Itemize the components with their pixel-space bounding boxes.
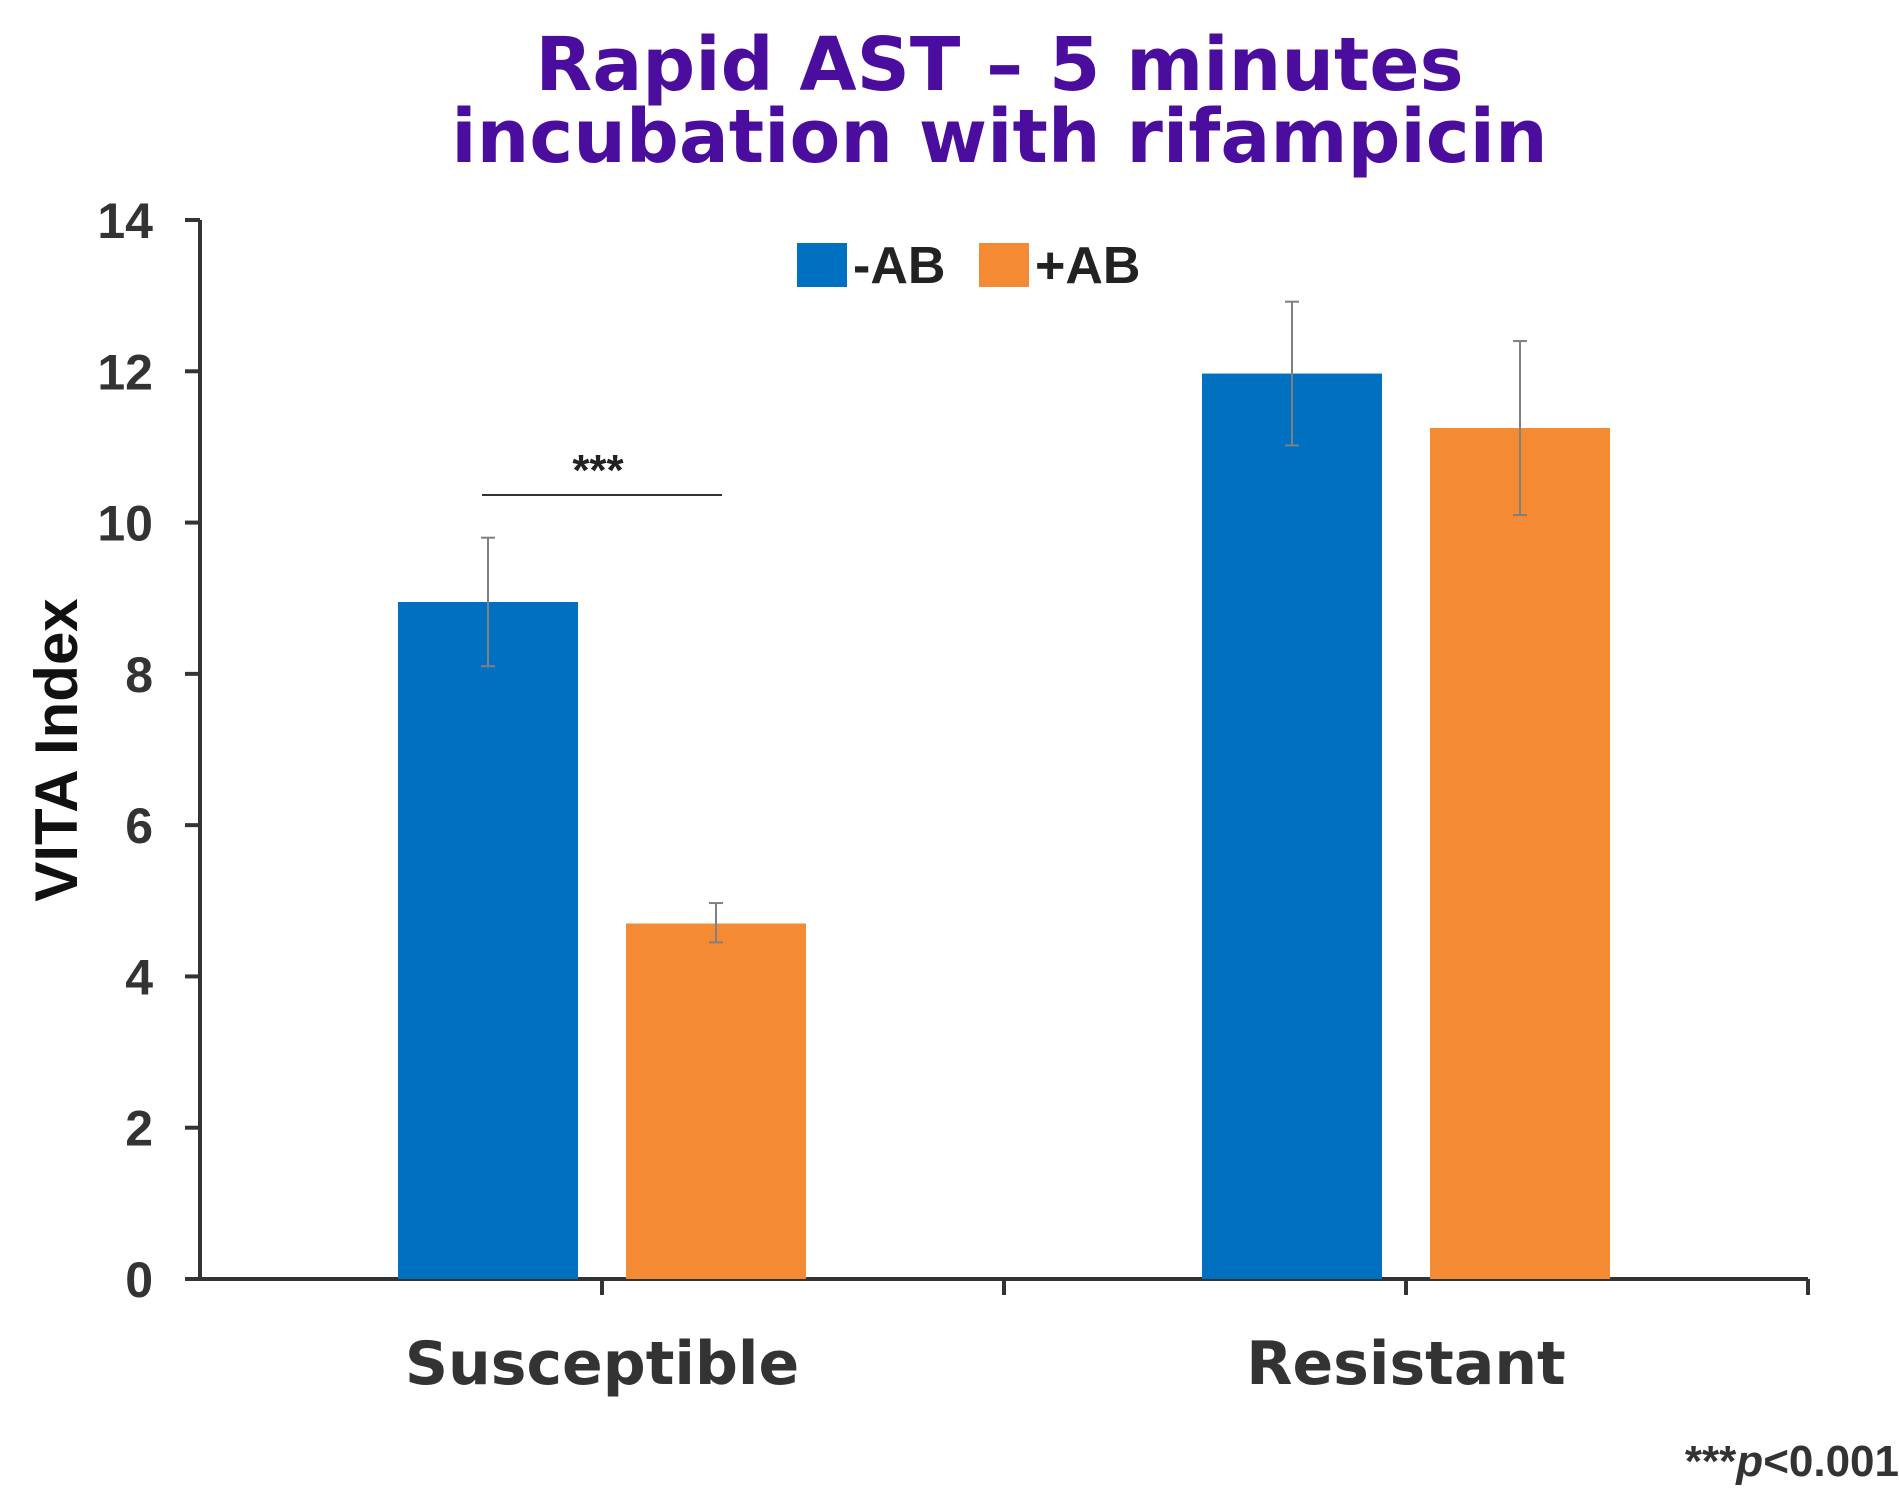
legend: -AB +AB (797, 237, 1140, 295)
x-category-label: Susceptible (405, 1329, 799, 1399)
footnote-p-symbol: p (1736, 1437, 1764, 1486)
bar (398, 601, 578, 1279)
y-axis-title: VITA Index (23, 598, 90, 901)
axes: 0 2 4 6 8 10 12 14 Susceptible Resistant VITA Inde… (23, 193, 1810, 1399)
y-tick-label: 4 (125, 949, 153, 1005)
y-tick-label: 0 (125, 1252, 153, 1308)
chart-title-line2: incubation with rifampicin (451, 94, 1548, 180)
y-tick-label: 2 (125, 1101, 153, 1157)
bars (398, 373, 1610, 1280)
y-tick-label: 14 (97, 193, 153, 249)
p-value-footnote: ***p<0.001 (1685, 1437, 1899, 1487)
y-tick-label: 6 (125, 798, 153, 854)
x-category-label: Resistant (1246, 1329, 1565, 1399)
annotations: *** (482, 446, 722, 496)
legend-label: +AB (1035, 237, 1140, 295)
y-tick-label: 8 (125, 647, 153, 703)
y-tick-label: 12 (97, 344, 153, 400)
footnote-value: <0.001 (1763, 1437, 1899, 1486)
legend-label: -AB (853, 237, 945, 295)
significance-stars: *** (572, 446, 624, 495)
bar (626, 923, 806, 1279)
footnote-stars: *** (1684, 1437, 1737, 1486)
chart-title-line1: Rapid AST – 5 minutes (535, 22, 1464, 108)
bar (1202, 373, 1382, 1279)
legend-swatch (797, 243, 847, 287)
y-tick-label: 10 (97, 496, 153, 552)
error-bars (481, 300, 1527, 944)
bar (1430, 428, 1610, 1280)
legend-swatch (979, 243, 1029, 287)
